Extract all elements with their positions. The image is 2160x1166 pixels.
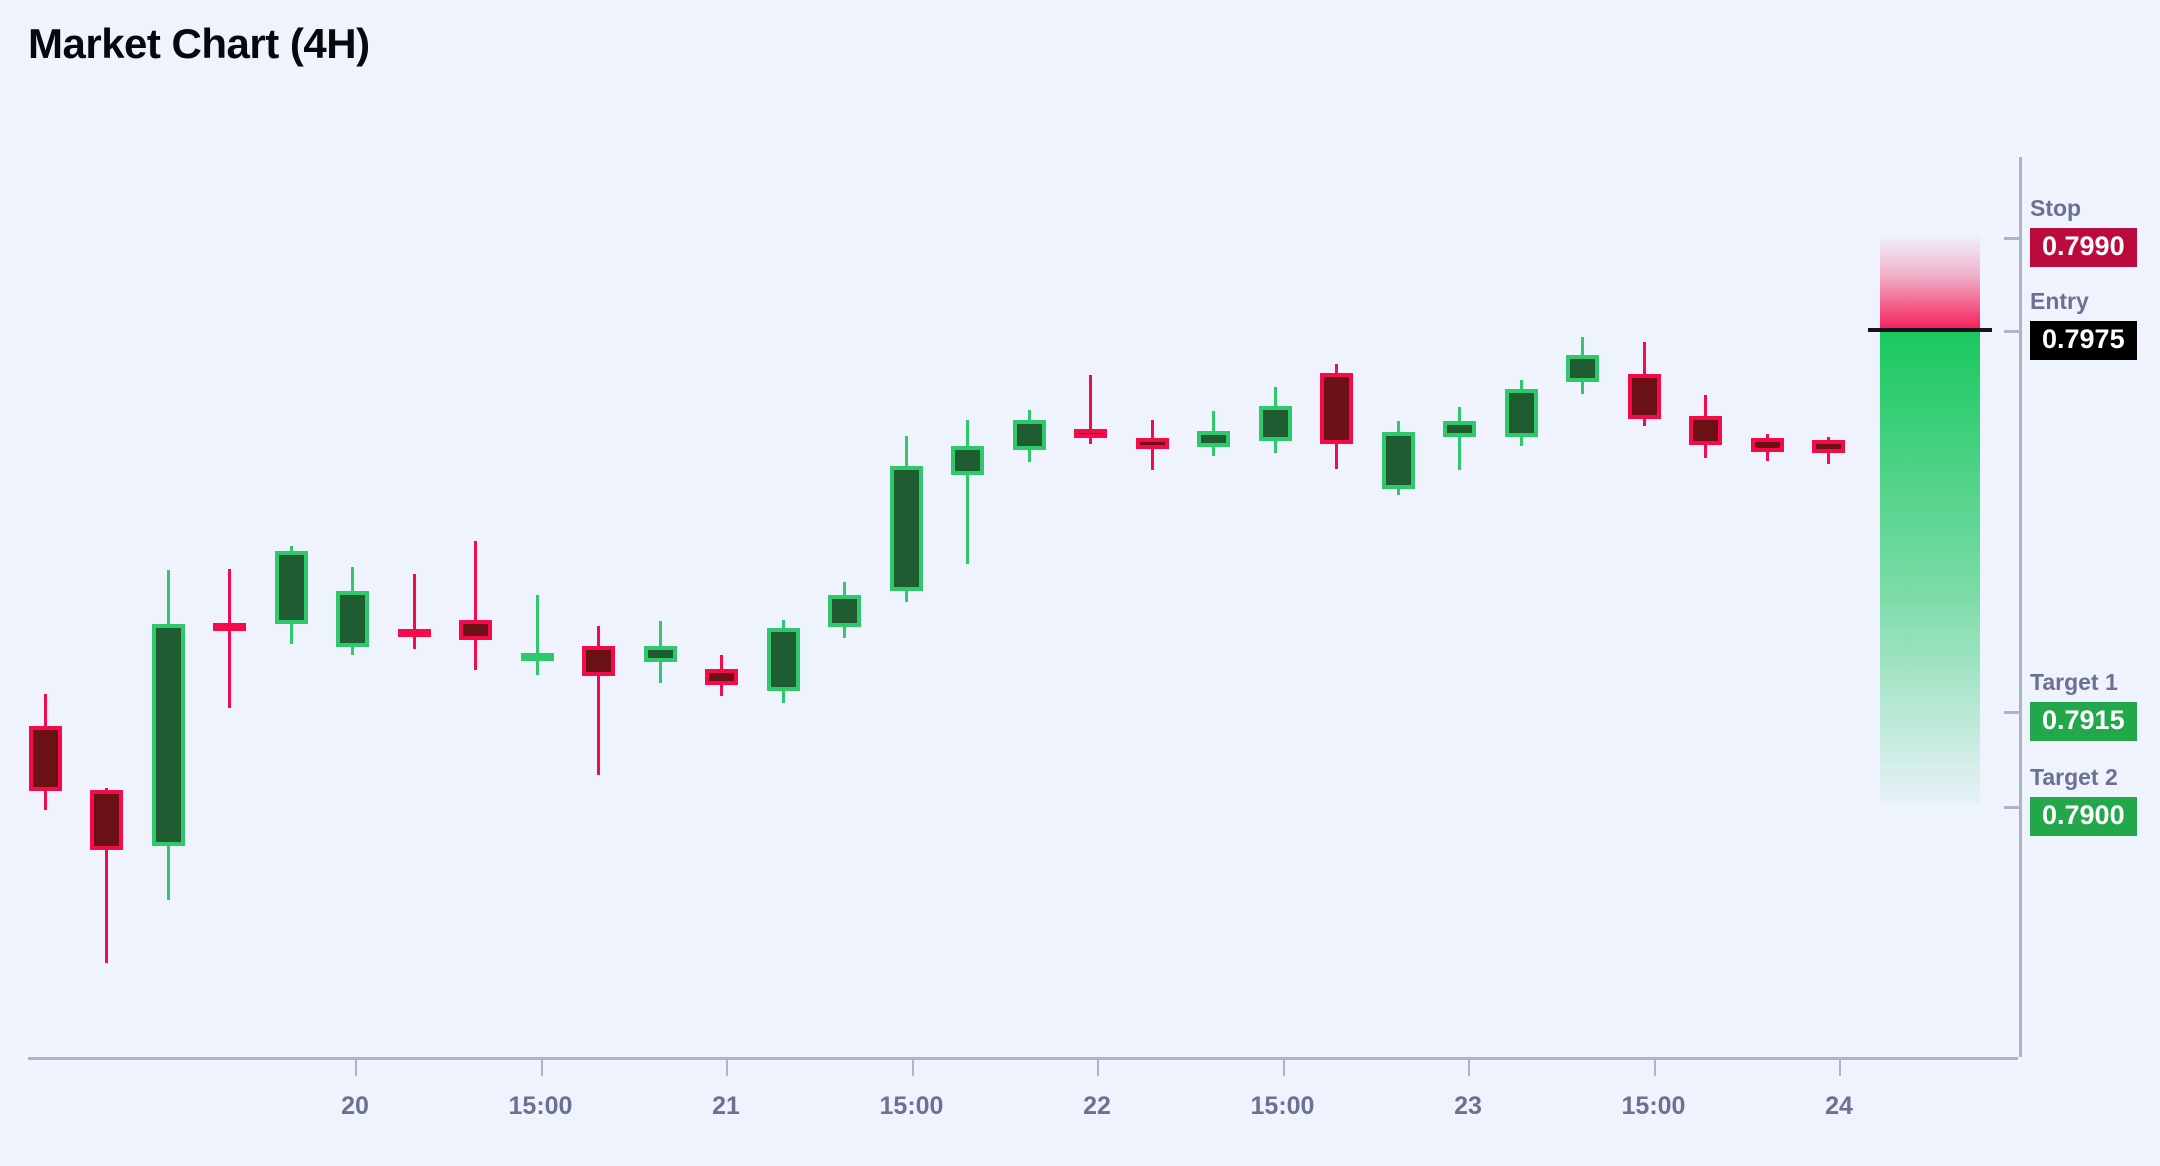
candle-body (1504, 389, 1538, 437)
candle-body (950, 446, 984, 475)
stop-level-label[interactable]: Stop 0.7990 (2030, 195, 2137, 267)
entry-label-text: Entry (2030, 288, 2089, 314)
risk-zone-band (1880, 235, 1980, 330)
candle-body (520, 653, 554, 661)
stop-price-badge: 0.7990 (2030, 228, 2137, 267)
candle-body (28, 726, 62, 791)
candle-body (1688, 416, 1722, 445)
candle-body (1442, 421, 1476, 437)
candle-body (458, 620, 492, 640)
stop-label-text: Stop (2030, 195, 2082, 221)
candle-wick (104, 788, 108, 963)
x-axis-line (28, 1057, 2018, 1060)
candle-body (1012, 420, 1046, 450)
x-axis-tick (1282, 1060, 1285, 1076)
candle-body (1811, 440, 1845, 453)
candle-wick (535, 595, 539, 675)
x-axis-tick-label: 20 (341, 1092, 369, 1120)
candle-body (1258, 406, 1292, 441)
candle-body (1135, 438, 1169, 449)
x-axis-tick-label: 15:00 (879, 1092, 944, 1120)
candle-body (89, 790, 123, 850)
candle-wick (412, 574, 416, 649)
x-axis-tick-label: 21 (712, 1092, 740, 1120)
page-title: Market Chart (4H) (28, 20, 370, 67)
x-axis-tick (355, 1060, 357, 1076)
x-axis-tick-label: 24 (1825, 1092, 1853, 1120)
x-axis-tick-label: 15:00 (1621, 1092, 1686, 1120)
y-axis-line (2019, 157, 2022, 1057)
candle-wick (596, 626, 600, 775)
y-axis-tick-stop (2004, 237, 2020, 240)
target1-label-text: Target 1 (2030, 669, 2118, 695)
x-axis-tick (1653, 1060, 1656, 1076)
candle-wick (1088, 375, 1092, 444)
x-axis-tick (1839, 1060, 1841, 1076)
candle-wick (227, 569, 231, 708)
candle-body (1565, 355, 1599, 382)
target2-label-text: Target 2 (2030, 764, 2118, 790)
candle-body (1627, 374, 1661, 419)
candle-body (766, 628, 800, 691)
x-axis-tick (911, 1060, 914, 1076)
x-axis-tick-label: 22 (1083, 1092, 1111, 1120)
candle-body (704, 669, 738, 685)
candle-body (1381, 432, 1415, 489)
target2-price-badge: 0.7900 (2030, 797, 2137, 836)
candle-body (889, 466, 923, 591)
candle-body (274, 551, 308, 624)
candle-body (581, 646, 615, 676)
x-axis-tick-label: 15:00 (508, 1092, 573, 1120)
entry-price-badge: 0.7975 (2030, 321, 2137, 360)
candle-body (1073, 429, 1107, 438)
entry-level-label[interactable]: Entry 0.7975 (2030, 288, 2137, 360)
x-axis-tick (540, 1060, 543, 1076)
x-axis-tick (1468, 1060, 1470, 1076)
candle-wick (965, 420, 969, 564)
x-axis-tick (1097, 1060, 1099, 1076)
target2-level-label[interactable]: Target 2 0.7900 (2030, 764, 2137, 836)
entry-price-line (1868, 328, 1992, 332)
candle-body (1319, 373, 1353, 444)
target1-price-badge: 0.7915 (2030, 702, 2137, 741)
y-axis-tick-target1 (2004, 711, 2020, 714)
candle-body (335, 591, 369, 647)
candle-wick (1457, 407, 1461, 470)
y-axis-tick-target2 (2004, 806, 2020, 809)
candle-body (643, 646, 677, 662)
x-axis-tick (726, 1060, 728, 1076)
candle-body (212, 623, 246, 631)
candle-body (1750, 438, 1784, 452)
candle-body (151, 624, 185, 846)
candle-body (397, 629, 431, 637)
candle-wick (473, 541, 477, 670)
x-axis-tick-label: 15:00 (1250, 1092, 1315, 1120)
candle-body (1196, 431, 1230, 447)
candle-body (827, 595, 861, 627)
y-axis-tick-entry (2004, 330, 2020, 333)
x-axis-tick-label: 23 (1454, 1092, 1482, 1120)
target1-level-label[interactable]: Target 1 0.7915 (2030, 669, 2137, 741)
reward-zone-band (1880, 330, 1980, 805)
